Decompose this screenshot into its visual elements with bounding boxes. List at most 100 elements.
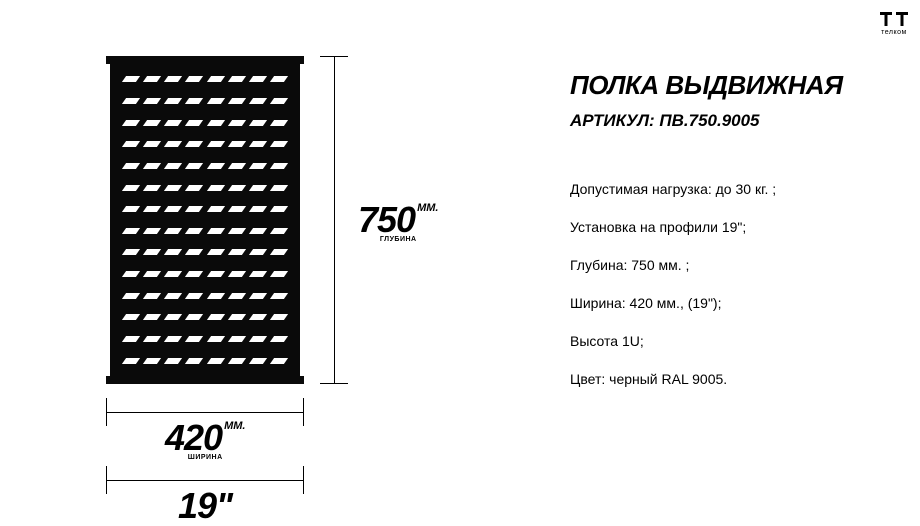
vent-slot xyxy=(270,314,288,320)
vent-slot xyxy=(122,271,140,277)
vent-slot xyxy=(249,185,267,191)
main-container: 750ММ. ГЛУБИНА 420ММ. ШИРИНА 19" ПОЛКА В… xyxy=(0,0,920,500)
spec-item: Допустимая нагрузка: до 30 кг. ; xyxy=(570,181,900,197)
vent-slot xyxy=(143,249,161,255)
vent-slot xyxy=(207,120,225,126)
vent-slot xyxy=(207,314,225,320)
vent-slot xyxy=(249,358,267,364)
vent-slot xyxy=(164,228,182,234)
vent-slot xyxy=(164,163,182,169)
vent-slot xyxy=(143,98,161,104)
vent-slot xyxy=(207,206,225,212)
vent-slot xyxy=(122,314,140,320)
vent-slot xyxy=(207,336,225,342)
vent-slot xyxy=(249,163,267,169)
vent-slot xyxy=(164,98,182,104)
vent-slot xyxy=(270,293,288,299)
dimension-width-mm-label: 420ММ. ШИРИНА xyxy=(165,420,245,461)
vent-slot xyxy=(249,206,267,212)
spec-item: Установка на профили 19"; xyxy=(570,219,900,235)
vent-slot xyxy=(185,206,203,212)
vent-slot xyxy=(249,228,267,234)
depth-value: 750 xyxy=(358,202,415,238)
vent-slot xyxy=(122,358,140,364)
spec-item: Высота 1U; xyxy=(570,333,900,349)
vent-slot xyxy=(228,163,246,169)
vent-slot xyxy=(122,98,140,104)
vent-slot xyxy=(228,314,246,320)
vent-slot xyxy=(228,358,246,364)
brand-logo: телком xyxy=(880,8,908,36)
vent-slot xyxy=(164,314,182,320)
vent-slot xyxy=(270,141,288,147)
vent-slot xyxy=(207,185,225,191)
vent-slot xyxy=(164,141,182,147)
vent-slot xyxy=(270,206,288,212)
vent-slot xyxy=(249,293,267,299)
vent-slot xyxy=(143,163,161,169)
brand-name: телком xyxy=(880,29,908,36)
vent-slot xyxy=(249,314,267,320)
vent-slot xyxy=(185,163,203,169)
vent-slot xyxy=(185,293,203,299)
vent-slot xyxy=(143,293,161,299)
vent-slot xyxy=(270,76,288,82)
vent-slot xyxy=(122,76,140,82)
shelf-graphic xyxy=(110,60,300,380)
vent-slot xyxy=(228,141,246,147)
vent-slot xyxy=(122,163,140,169)
vent-slot xyxy=(185,76,203,82)
spec-item: Ширина: 420 мм., (19"); xyxy=(570,295,900,311)
vent-slot xyxy=(122,249,140,255)
diagram-area: 750ММ. ГЛУБИНА 420ММ. ШИРИНА 19" xyxy=(20,50,480,490)
vent-slot xyxy=(228,293,246,299)
vent-slot xyxy=(143,185,161,191)
info-area: ПОЛКА ВЫДВИЖНАЯ АРТИКУЛ: ПВ.750.9005 Доп… xyxy=(480,50,900,480)
vent-slot xyxy=(164,206,182,212)
vent-slot xyxy=(249,98,267,104)
width-inch-value: 19" xyxy=(178,488,232,524)
product-title: ПОЛКА ВЫДВИЖНАЯ xyxy=(570,70,900,101)
vent-slot xyxy=(185,98,203,104)
vent-slot xyxy=(270,163,288,169)
vent-slot xyxy=(228,185,246,191)
logo-icon xyxy=(880,8,908,28)
width-mm-value: 420 xyxy=(165,420,222,456)
vent-slot xyxy=(270,249,288,255)
vent-slot xyxy=(270,336,288,342)
vent-slot xyxy=(207,293,225,299)
vent-slot xyxy=(143,228,161,234)
vent-slot xyxy=(185,120,203,126)
vent-slot xyxy=(185,249,203,255)
vent-slot xyxy=(185,185,203,191)
vent-slot xyxy=(270,120,288,126)
vent-slot xyxy=(228,271,246,277)
vent-slot xyxy=(228,249,246,255)
vent-slot xyxy=(228,98,246,104)
vent-slot xyxy=(143,206,161,212)
vent-slot xyxy=(270,271,288,277)
vent-slot xyxy=(207,76,225,82)
vent-slot xyxy=(228,228,246,234)
vent-slot xyxy=(143,141,161,147)
dimension-width-inch-label: 19" xyxy=(178,488,232,524)
vent-slot xyxy=(207,141,225,147)
vent-slot xyxy=(122,206,140,212)
vent-slot xyxy=(164,271,182,277)
vent-slot xyxy=(228,336,246,342)
vent-slot xyxy=(207,228,225,234)
spec-item: Глубина: 750 мм. ; xyxy=(570,257,900,273)
vent-slot xyxy=(143,358,161,364)
vent-slot xyxy=(164,76,182,82)
product-sku: АРТИКУЛ: ПВ.750.9005 xyxy=(570,111,900,131)
vent-slot xyxy=(207,163,225,169)
vent-slot xyxy=(249,249,267,255)
vent-slot xyxy=(185,271,203,277)
vent-slot xyxy=(270,98,288,104)
vent-slot xyxy=(164,249,182,255)
vent-slot xyxy=(143,76,161,82)
vent-slot xyxy=(270,185,288,191)
spec-list: Допустимая нагрузка: до 30 кг. ; Установк… xyxy=(570,181,900,387)
vent-slot xyxy=(228,120,246,126)
dimension-depth-line xyxy=(320,56,350,384)
